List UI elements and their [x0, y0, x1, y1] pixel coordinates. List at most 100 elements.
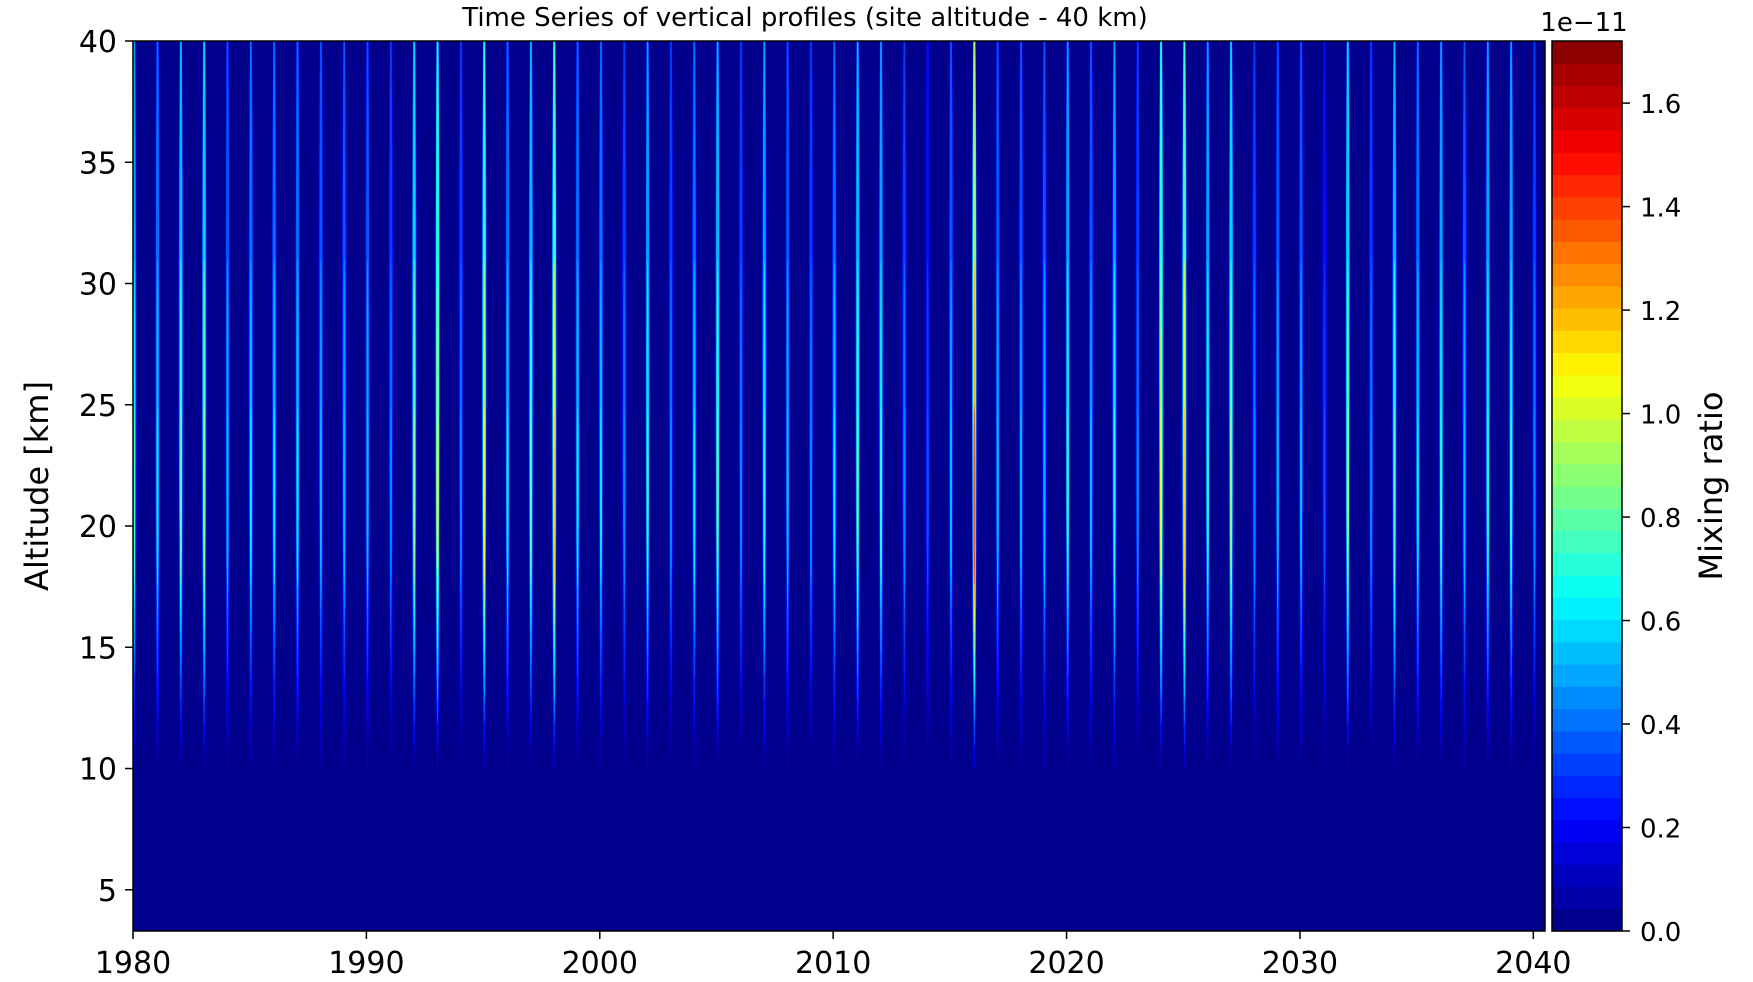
- colorbar-level: [1552, 419, 1622, 443]
- stripe-band: [1206, 404, 1209, 587]
- stripe-band: [599, 404, 602, 587]
- colorbar-level: [1552, 819, 1622, 843]
- profile-stripe-2019: [1041, 41, 1048, 770]
- colorbar-level: [1552, 152, 1622, 176]
- x-axis: 1980 1990 2000 2010 2020 2030 2040: [95, 931, 1572, 981]
- profile-stripe-2001: [621, 41, 627, 770]
- colorbar-level: [1552, 552, 1622, 576]
- colorbar-level: [1552, 664, 1622, 687]
- colorbar-tick-label: 1.6: [1640, 90, 1681, 120]
- profile-stripe-2010: [831, 41, 837, 770]
- profile-stripe-1995: [481, 41, 487, 770]
- stripe-band: [179, 404, 182, 587]
- profile-stripe-1983: [201, 41, 207, 770]
- profile-stripe-2024: [1158, 41, 1164, 770]
- stripe-band: [343, 404, 346, 587]
- plot-area: [132, 40, 1546, 932]
- colorbar-level: [1552, 174, 1622, 198]
- colorbar-level: [1552, 352, 1622, 376]
- stripe-band: [1043, 404, 1046, 587]
- profile-stripe-2027: [1228, 41, 1234, 770]
- colorbar-level: [1552, 597, 1622, 621]
- profile-stripe-2002: [644, 41, 651, 770]
- stripe-band: [903, 404, 906, 587]
- profile-stripe-2008: [784, 41, 791, 770]
- profile-stripe-1996: [504, 41, 511, 770]
- stripe-band: [226, 404, 229, 587]
- colorbar-level: [1552, 619, 1622, 643]
- stripe-band: [1090, 404, 1093, 587]
- colorbar-tick-label: 0.0: [1640, 918, 1681, 948]
- stripe-band: [833, 404, 836, 587]
- profile-stripe-2031: [1321, 41, 1328, 770]
- colorbar-frame: [1551, 40, 1623, 932]
- x-tick-label: 2020: [1028, 946, 1104, 981]
- stripe-band: [973, 404, 976, 587]
- stripe-band: [1136, 404, 1139, 587]
- stripe-band: [880, 404, 883, 587]
- colorbar-tick-label: 1.0: [1640, 401, 1681, 431]
- profile-stripe-2036: [1438, 41, 1444, 770]
- stripe-band: [1230, 404, 1233, 587]
- stripe-band: [856, 404, 859, 587]
- profile-stripe-2012: [878, 41, 884, 770]
- profile-stripe-2029: [1275, 41, 1281, 770]
- stripe-band: [950, 404, 953, 587]
- profile-stripe-1988: [318, 41, 324, 770]
- stripe-band: [1370, 404, 1373, 587]
- colorbar-level: [1552, 775, 1622, 799]
- profile-stripe-1981: [154, 41, 161, 770]
- profile-stripe-2011: [855, 41, 861, 770]
- profile-stripe-2005: [714, 41, 721, 770]
- stripe-band: [1066, 404, 1069, 587]
- colorbar-level: [1552, 686, 1622, 710]
- profile-stripe-1998: [551, 41, 557, 770]
- colorbar-level: [1552, 41, 1622, 64]
- profile-stripe-1986: [271, 41, 277, 770]
- colorbar-level: [1552, 864, 1622, 888]
- y-axis: 5 10 15 20 25 30 35 40: [79, 25, 133, 909]
- profile-stripe-2022: [1111, 41, 1118, 770]
- stripe-band: [1393, 404, 1396, 587]
- profile-stripe-2023: [1135, 41, 1141, 770]
- stripe-band: [529, 404, 532, 587]
- stripe-band: [1486, 404, 1489, 587]
- stripe-band: [1276, 404, 1279, 587]
- stripe-band: [273, 404, 276, 587]
- stripe-band: [1253, 404, 1256, 587]
- stripe-band: [996, 404, 999, 587]
- stripe-band: [1533, 404, 1536, 587]
- profile-stripe-1987: [294, 41, 301, 770]
- stripe-band: [506, 404, 509, 587]
- stripe-band: [1300, 404, 1303, 587]
- profile-stripe-2026: [1205, 41, 1211, 770]
- colorbar-offset-text: 1e−11: [1540, 8, 1627, 38]
- colorbar-level: [1552, 575, 1622, 598]
- colorbar-tick-label: 0.2: [1640, 815, 1681, 845]
- profile-stripe-1984: [224, 41, 231, 770]
- colorbar-level: [1552, 196, 1622, 220]
- x-tick-label: 2010: [795, 946, 871, 981]
- colorbar-tick-label: 0.6: [1640, 608, 1681, 638]
- y-tick-label: 15: [79, 631, 117, 666]
- stripe-band: [413, 404, 416, 587]
- profile-stripe-1982: [178, 41, 184, 770]
- profile-stripe-2000: [598, 41, 604, 770]
- colorbar-level: [1552, 397, 1622, 420]
- profile-stripe-2004: [691, 41, 697, 770]
- y-axis-label: Altitude [km]: [18, 381, 56, 591]
- y-tick-label: 20: [79, 510, 117, 545]
- stripe-band: [646, 404, 649, 587]
- profile-stripe-1992: [411, 41, 417, 770]
- profile-stripe-2038: [1485, 41, 1491, 770]
- colorbar-level: [1552, 441, 1622, 465]
- profile-stripe-1990: [364, 41, 371, 770]
- stripe-band: [809, 404, 812, 587]
- stripe-band: [716, 404, 719, 587]
- profile-stripe-2040: [1531, 41, 1538, 770]
- y-tick-label: 40: [79, 25, 117, 60]
- colorbar-level: [1552, 486, 1622, 509]
- profile-stripes: [133, 41, 1538, 770]
- colorbar-level: [1552, 842, 1622, 865]
